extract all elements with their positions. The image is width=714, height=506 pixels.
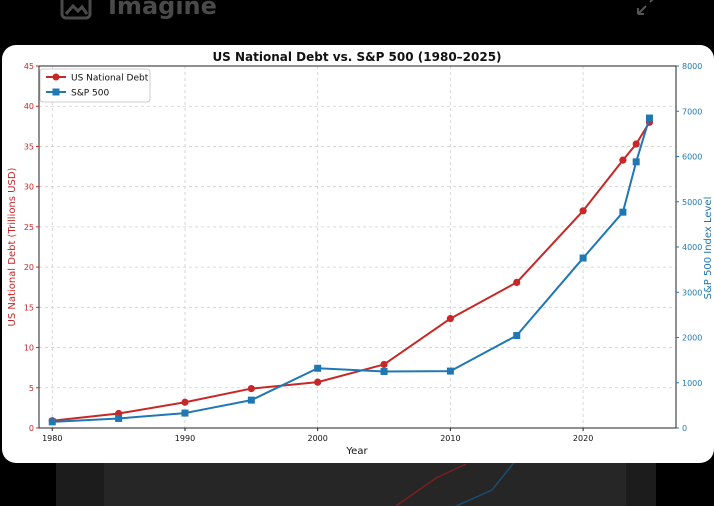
y-tick-label: 45 [24, 62, 34, 71]
legend-item-debt: US National Debt [46, 73, 149, 84]
y2-tick-label: 4000 [682, 243, 702, 252]
data-point-sp500 [115, 414, 123, 422]
image-icon[interactable] [60, 0, 92, 20]
app-title: Imagine [108, 0, 217, 20]
x-tick-label: 1990 [175, 434, 195, 443]
plot-area [38, 65, 677, 429]
data-point-debt [380, 360, 388, 369]
data-point-debt [513, 278, 521, 286]
y-tick-label: 35 [24, 142, 34, 151]
data-point-sp500 [645, 114, 653, 122]
data-point-sp500 [579, 254, 587, 262]
app-header: Imagine [0, 0, 714, 40]
y2-tick-label: 5000 [682, 198, 702, 207]
chart: 0 5 10 15 20 25 30 35 40 45 0 1000 2000 3000 4000 5000… [7, 50, 714, 457]
legend-label-sp500: S&P 500 [71, 89, 109, 99]
background-chart-preview [56, 460, 656, 506]
legend: US National Debt S&P 500 [39, 68, 151, 103]
data-point-debt [314, 378, 322, 386]
data-point-sp500 [632, 158, 640, 166]
x-tick-label: 1980 [42, 434, 62, 443]
expand-icon[interactable] [634, 0, 660, 18]
y-tick-label: 40 [24, 102, 34, 111]
chart-card: 0 5 10 15 20 25 30 35 40 45 0 1000 2000 3000 4000 5000… [2, 45, 714, 463]
x-tick-label: 2000 [308, 434, 328, 443]
series-layer [48, 114, 654, 426]
y2-tick-label: 8000 [682, 62, 702, 71]
y2-tick-label: 7000 [682, 107, 702, 116]
y-tick-label: 25 [24, 223, 34, 232]
chart-title: US National Debt vs. S&P 500 (1980–2025) [212, 50, 501, 64]
x-tick-label: 2010 [440, 434, 460, 443]
data-point-sp500 [314, 364, 322, 372]
y2-tick-label: 0 [682, 424, 687, 433]
y2-axis-label: S&P 500 Index Level [703, 197, 714, 300]
y-tick-label: 0 [29, 424, 34, 433]
y-tick-label: 30 [24, 183, 34, 192]
y2-tick-label: 1000 [682, 379, 702, 388]
series-line-sp500 [52, 117, 651, 423]
x-axis: 1980 1990 2000 2010 2020 [42, 428, 593, 443]
y-tick-label: 15 [24, 303, 34, 312]
x-tick-label: 2020 [573, 434, 593, 443]
x-axis-label: Year [345, 446, 368, 457]
data-point-debt [181, 398, 189, 406]
data-point-sp500 [181, 409, 189, 417]
data-point-debt [247, 384, 255, 393]
y-tick-label: 20 [24, 263, 34, 272]
y-axis-left: 0 5 10 15 20 25 30 35 40 45 [24, 62, 39, 433]
y2-tick-label: 2000 [682, 334, 702, 343]
data-point-sp500 [446, 367, 454, 375]
legend-item-sp500: S&P 500 [46, 88, 109, 99]
data-point-debt [632, 140, 640, 148]
y-tick-label: 5 [29, 384, 34, 393]
y-axis-label: US National Debt (Trillions USD) [7, 167, 18, 326]
legend-label-debt: US National Debt [71, 74, 149, 84]
data-point-sp500 [247, 396, 255, 404]
y2-tick-label: 6000 [682, 153, 702, 162]
data-point-debt [619, 156, 627, 164]
data-point-debt [446, 314, 454, 323]
data-point-sp500 [380, 368, 388, 376]
data-point-sp500 [48, 418, 56, 426]
y-tick-label: 10 [24, 344, 34, 353]
data-point-sp500 [513, 332, 521, 340]
data-point-debt [579, 207, 587, 215]
y-axis-right: 0 1000 2000 3000 4000 5000 6000 7000 8000 [676, 62, 702, 433]
series-line-debt [52, 121, 651, 422]
y2-tick-label: 3000 [682, 288, 702, 297]
gridlines [39, 65, 676, 429]
data-point-sp500 [619, 208, 627, 216]
